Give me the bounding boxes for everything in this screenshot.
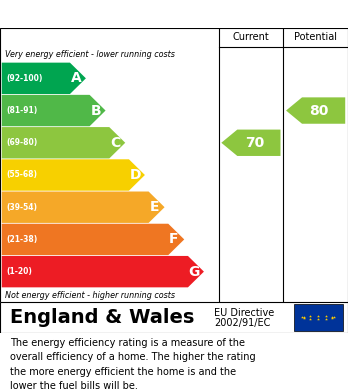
Polygon shape: [2, 224, 184, 255]
Text: England & Wales: England & Wales: [10, 308, 195, 327]
Text: C: C: [110, 136, 120, 150]
Text: Not energy efficient - higher running costs: Not energy efficient - higher running co…: [5, 291, 175, 300]
Text: 2002/91/EC: 2002/91/EC: [214, 318, 270, 328]
Text: (39-54): (39-54): [6, 203, 37, 212]
Text: Very energy efficient - lower running costs: Very energy efficient - lower running co…: [5, 50, 175, 59]
Text: (21-38): (21-38): [6, 235, 37, 244]
Text: Energy Efficiency Rating: Energy Efficiency Rating: [10, 7, 232, 22]
Text: Potential: Potential: [294, 32, 337, 43]
Text: (92-100): (92-100): [6, 74, 42, 83]
Polygon shape: [2, 63, 86, 94]
Text: (81-91): (81-91): [6, 106, 37, 115]
Text: Current: Current: [232, 32, 269, 43]
Text: (55-68): (55-68): [6, 170, 37, 179]
Text: B: B: [90, 104, 101, 118]
Text: 70: 70: [245, 136, 264, 150]
Polygon shape: [2, 95, 105, 126]
Text: D: D: [130, 168, 141, 182]
Bar: [294, 304, 343, 331]
Text: F: F: [169, 232, 179, 246]
Text: 80: 80: [309, 104, 329, 118]
Polygon shape: [2, 127, 125, 158]
Text: EU Directive: EU Directive: [214, 308, 274, 318]
Text: A: A: [71, 71, 81, 85]
Polygon shape: [2, 192, 165, 223]
Polygon shape: [221, 129, 280, 156]
Polygon shape: [2, 256, 204, 287]
Text: G: G: [189, 265, 200, 279]
Polygon shape: [2, 159, 145, 191]
Text: The energy efficiency rating is a measure of the
overall efficiency of a home. T: The energy efficiency rating is a measur…: [10, 338, 256, 391]
Text: (1-20): (1-20): [6, 267, 32, 276]
Polygon shape: [286, 97, 345, 124]
Text: E: E: [149, 200, 159, 214]
Text: (69-80): (69-80): [6, 138, 37, 147]
